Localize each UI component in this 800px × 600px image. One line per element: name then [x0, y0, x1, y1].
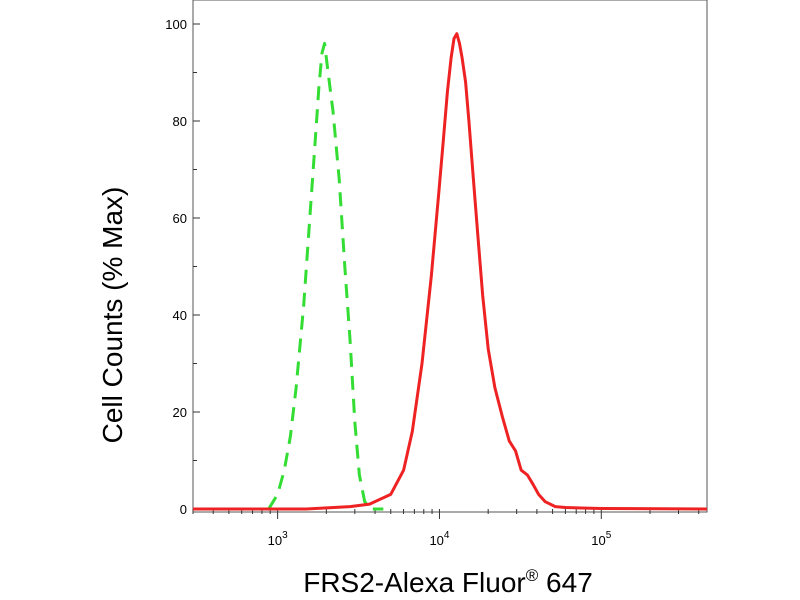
y-tick-label: 100 [165, 17, 187, 32]
y-tick-label: 80 [173, 114, 187, 129]
isotype-control-series [267, 41, 384, 511]
x-axis-title-suffix: 647 [538, 567, 593, 598]
x-tick-label: 104 [429, 530, 449, 548]
y-tick-label: 0 [180, 502, 187, 517]
plot-frame [192, 0, 708, 513]
series-layer [193, 32, 708, 511]
x-tick-label: 103 [268, 530, 288, 548]
x-axis-title-superscript: ® [526, 566, 539, 585]
y-axis-title: Cell Counts (% Max) [97, 187, 128, 444]
x-axis-title-main: FRS2-Alexa Fluor [303, 567, 526, 598]
y-tick-label: 20 [173, 405, 187, 420]
frs2-sample-series [193, 32, 708, 511]
x-axis: 103 104 105 [192, 509, 700, 548]
y-tick-label: 60 [173, 211, 187, 226]
x-tick-label: 105 [591, 530, 611, 548]
y-axis: 0 20 40 60 80 100 [165, 17, 200, 517]
y-tick-label: 40 [173, 308, 187, 323]
x-axis-title: FRS2-Alexa Fluor® 647 [303, 566, 593, 598]
